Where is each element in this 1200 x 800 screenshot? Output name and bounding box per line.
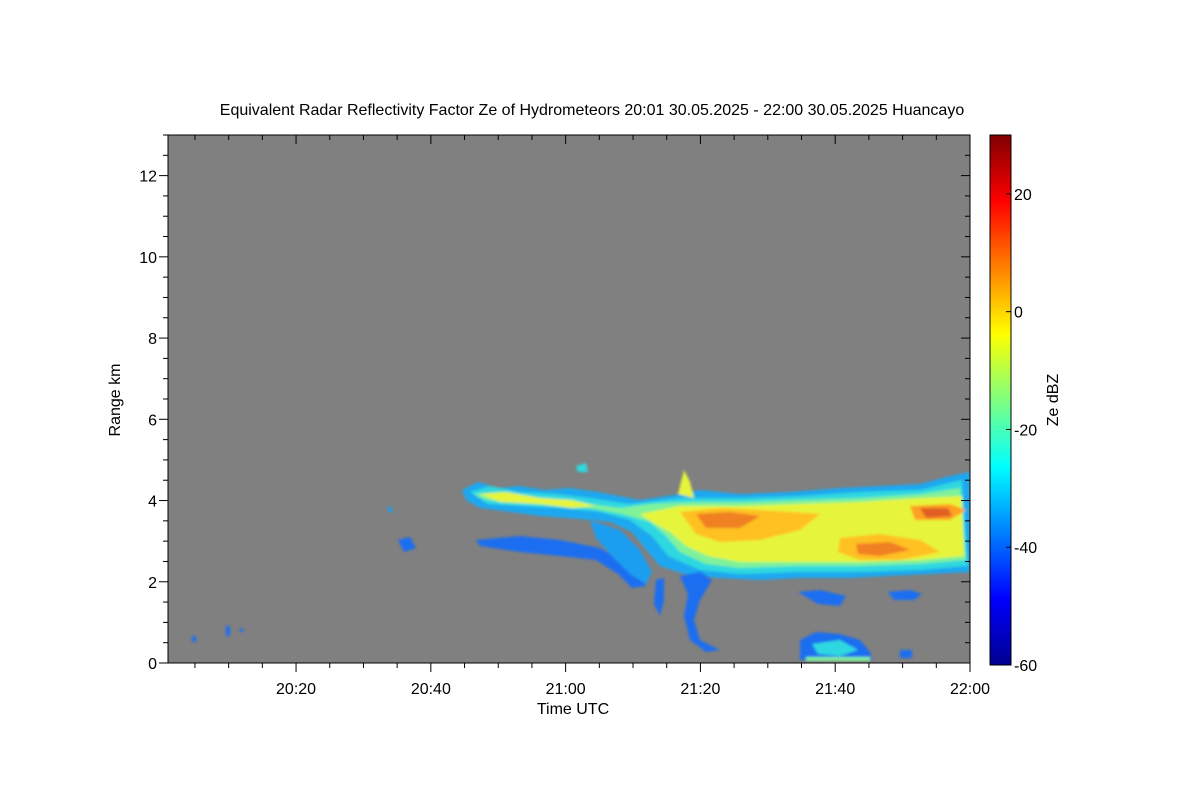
x-axis-label: Time UTC — [537, 701, 609, 718]
x-tick-label: 21:40 — [815, 681, 855, 698]
echo-low-level — [800, 632, 912, 661]
y-tick-label: 4 — [148, 494, 157, 511]
y-tick-label: 2 — [148, 575, 157, 592]
echo-upper-cloud-layer — [462, 463, 970, 580]
colorbar-tick-label: 0 — [1014, 305, 1023, 322]
colorbar-tick-label: 20 — [1014, 187, 1032, 204]
axes: 20:20 20:40 21:00 21:20 21:40 22:00 0 2 4 6 8 10 12 — [139, 134, 990, 698]
y-axis-label: Range km — [107, 364, 124, 437]
x-tick-label: 21:20 — [680, 681, 720, 698]
x-tick-label: 20:20 — [276, 681, 316, 698]
colorbar — [989, 134, 1012, 666]
colorbar-tick-label: -60 — [1014, 658, 1037, 675]
y-tick-label: 6 — [148, 412, 157, 429]
echo-layer — [192, 463, 970, 661]
y-tick-label: 10 — [139, 250, 157, 267]
y-tick-label: 0 — [148, 656, 157, 673]
x-tick-label: 21:00 — [546, 681, 586, 698]
colorbar-ticks: -60 -40 -20 0 20 — [1006, 187, 1037, 675]
chart-title: Equivalent Radar Reflectivity Factor Ze … — [220, 102, 965, 119]
x-tick-label: 22:00 — [950, 681, 990, 698]
colorbar-tick-label: -40 — [1014, 540, 1037, 557]
colorbar-label: Ze dBZ — [1045, 374, 1062, 427]
y-tick-label: 12 — [139, 169, 157, 186]
plot-background — [168, 135, 970, 663]
echo-virga-streaks — [192, 507, 922, 652]
x-tick-label: 20:40 — [411, 681, 451, 698]
colorbar-tick-label: -20 — [1014, 422, 1037, 439]
y-tick-label: 8 — [148, 331, 157, 348]
